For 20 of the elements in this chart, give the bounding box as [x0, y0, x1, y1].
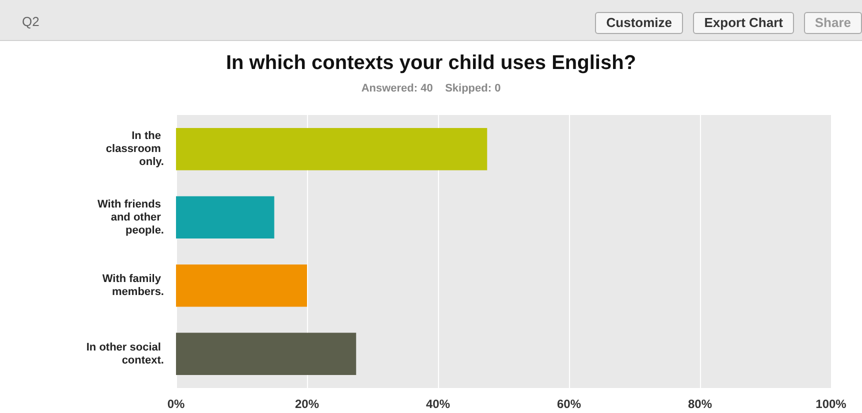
bar	[176, 264, 307, 307]
x-tick-label: 80%	[688, 397, 712, 411]
chart-title: In which contexts your child uses English?	[226, 52, 636, 74]
x-tick-label: 20%	[294, 397, 320, 411]
button: Share	[804, 12, 862, 34]
chart-subtitle: Answered: 40 Skipped: 0	[361, 82, 501, 94]
bar	[176, 196, 274, 239]
y-tick-label: With family members.	[102, 273, 164, 298]
bar	[176, 332, 356, 376]
button: Export Chart	[693, 12, 794, 34]
button: Customize	[595, 12, 683, 34]
bar	[176, 128, 488, 170]
x-tick-label: 40%	[426, 397, 450, 411]
y-tick-label: In the classroom only.	[106, 130, 164, 168]
x-tick-label: 100%	[816, 397, 847, 411]
text: Q2	[22, 14, 40, 29]
x-tick-label: 60%	[556, 397, 582, 411]
y-tick-label: With friends and other people.	[97, 198, 164, 236]
x-tick-label: 0%	[167, 397, 185, 411]
y-tick-label: In other social context.	[86, 341, 164, 366]
